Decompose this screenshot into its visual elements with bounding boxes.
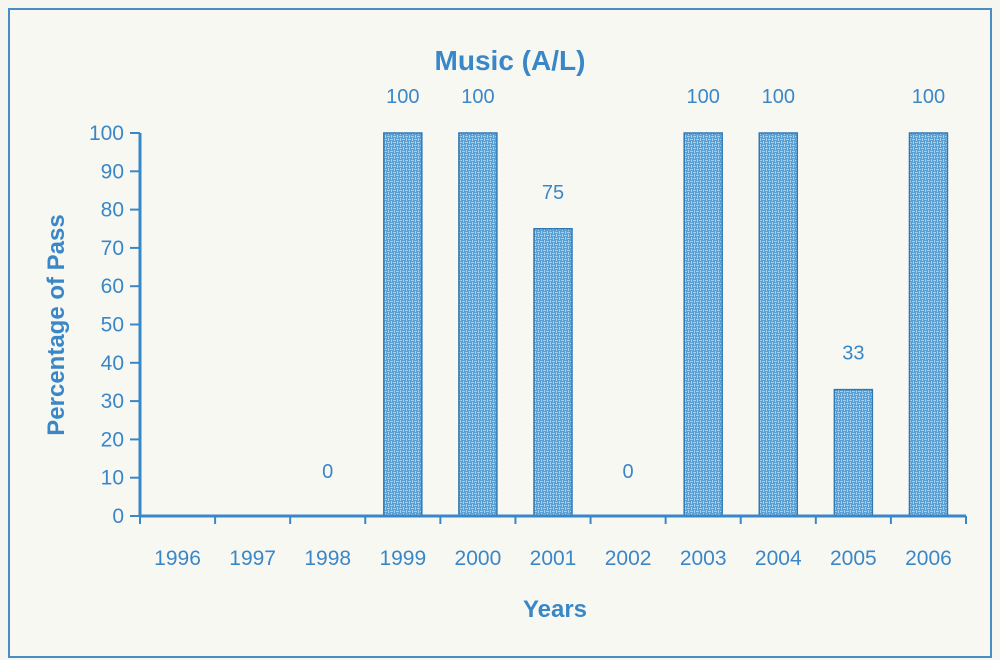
data-label-2001: 75 xyxy=(542,182,564,204)
y-axis-ticks: 0 10 20 30 40 50 60 70 80 90 100 xyxy=(89,122,140,528)
x-tick-label: 1996 xyxy=(154,547,201,570)
bar-2001 xyxy=(533,228,573,517)
chart-title: Music (A/L) xyxy=(435,45,586,76)
y-axis-label: Percentage of Pass xyxy=(43,214,70,435)
bars xyxy=(383,132,949,517)
bar-2004 xyxy=(758,132,799,517)
y-tick-label: 40 xyxy=(101,352,124,375)
bar-1999 xyxy=(383,132,423,517)
y-tick-label: 60 xyxy=(101,275,124,298)
x-axis-ticks: 1996 1997 1998 1999 2000 2001 2002 2003 2004 2005… xyxy=(139,516,967,570)
y-tick-label: 50 xyxy=(101,314,124,337)
y-tick-label: 80 xyxy=(101,199,124,222)
x-tick-label: 2001 xyxy=(530,547,577,570)
x-tick-label: 2004 xyxy=(755,547,802,570)
x-tick-label: 2003 xyxy=(680,547,727,570)
bar-2003 xyxy=(683,132,723,517)
y-tick-label: 0 xyxy=(112,505,124,528)
data-label-2003: 100 xyxy=(686,86,719,108)
y-tick-label: 70 xyxy=(101,237,124,260)
x-tick-label: 2005 xyxy=(830,547,877,570)
x-tick-label: 1998 xyxy=(304,547,351,570)
bar-2006 xyxy=(908,132,949,517)
data-label-2000: 100 xyxy=(461,86,494,108)
data-labels: 0 100 100 75 0 100 100 33 100 xyxy=(322,86,945,483)
data-label-2002: 0 xyxy=(623,461,634,483)
y-tick-label: 20 xyxy=(101,428,124,451)
data-label-1999: 100 xyxy=(386,86,419,108)
x-axis-label: Years xyxy=(523,596,587,623)
y-tick-label: 10 xyxy=(101,467,124,490)
x-tick-label: 2006 xyxy=(905,547,952,570)
x-tick-label: 1997 xyxy=(229,547,276,570)
y-tick-label: 30 xyxy=(101,390,124,413)
data-label-1998: 0 xyxy=(322,461,333,483)
y-tick-label: 90 xyxy=(101,160,124,183)
x-tick-label: 2002 xyxy=(605,547,652,570)
bar-2000 xyxy=(458,132,498,517)
bar-2005 xyxy=(833,388,874,517)
data-label-2004: 100 xyxy=(762,86,795,108)
data-label-2006: 100 xyxy=(912,86,945,108)
data-label-2005: 33 xyxy=(842,343,864,365)
chart-frame xyxy=(8,8,992,658)
y-tick-label: 100 xyxy=(89,122,124,145)
x-tick-label: 2000 xyxy=(455,547,502,570)
x-tick-label: 1999 xyxy=(379,547,426,570)
